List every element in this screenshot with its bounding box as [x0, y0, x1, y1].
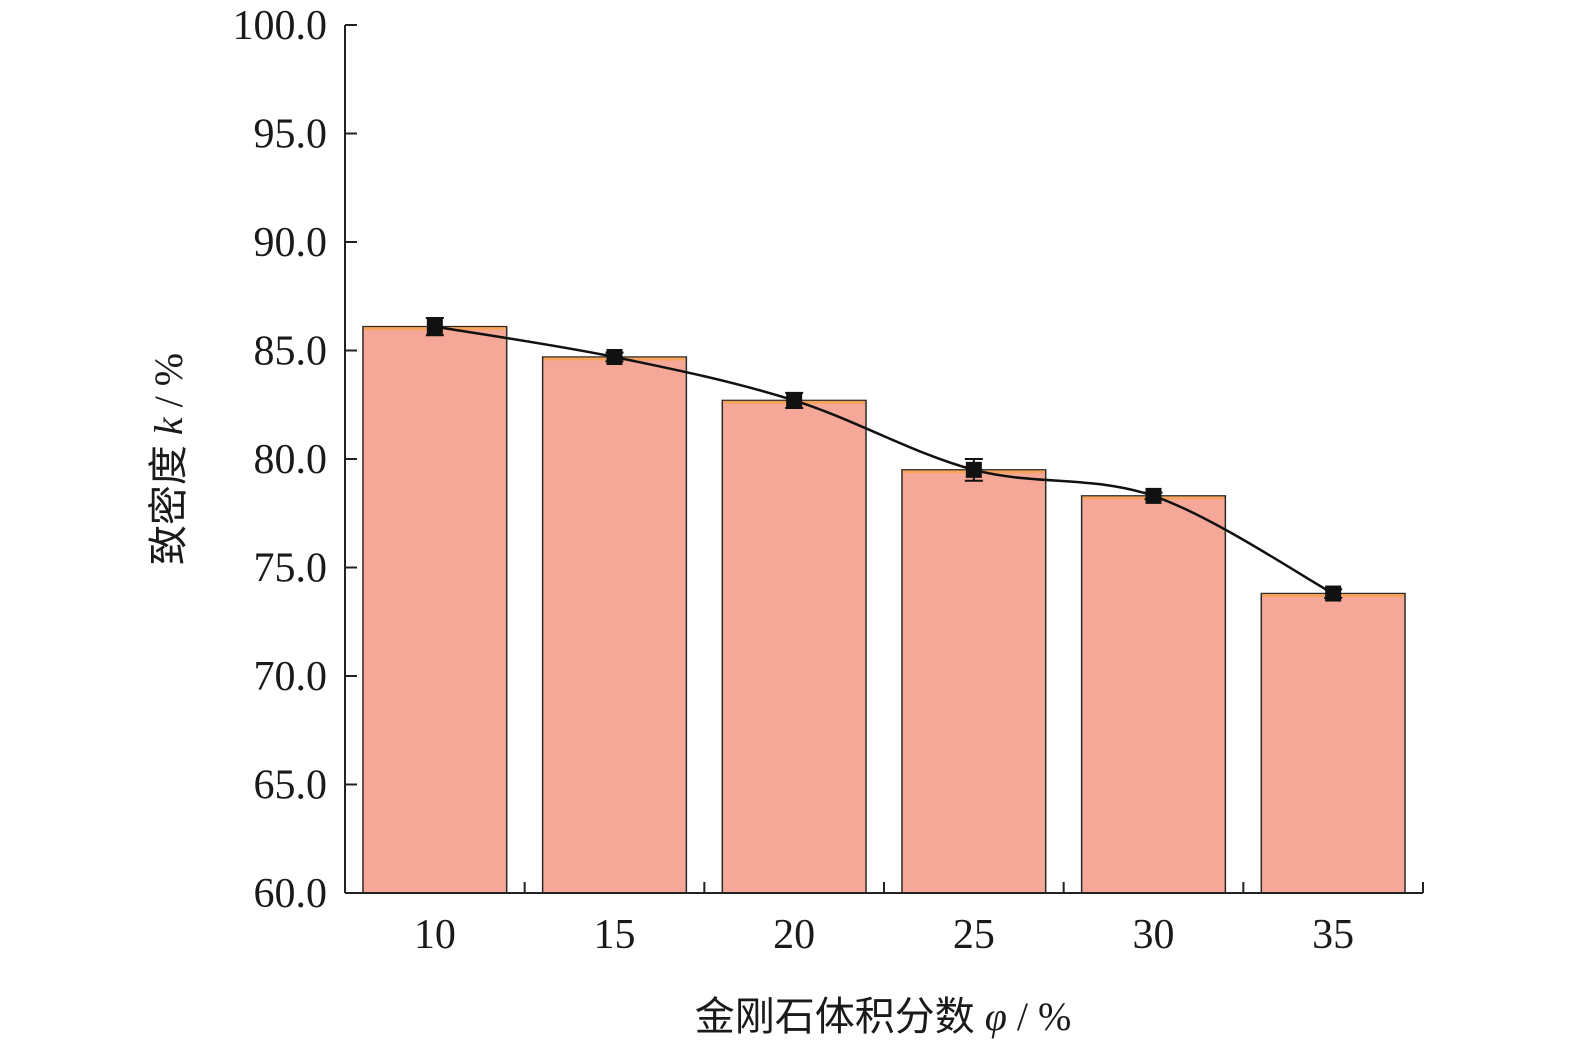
x-tick-label-30: 30 — [1133, 912, 1175, 958]
y-tick-label-65.0: 65.0 — [254, 763, 328, 809]
bar-10 — [362, 325, 508, 894]
y-tick-label-80.0: 80.0 — [254, 437, 328, 483]
x-tick-label-35: 35 — [1312, 912, 1354, 958]
bar-35 — [1260, 592, 1406, 894]
bar-25 — [901, 469, 1047, 894]
marker-10 — [426, 318, 443, 335]
x-tick-label-20: 20 — [773, 912, 815, 958]
trend-line-layer — [425, 316, 1343, 602]
bars-layer — [362, 325, 1406, 894]
bar-15 — [541, 356, 688, 894]
y-tick-label-85.0: 85.0 — [254, 329, 328, 375]
marker-25 — [965, 461, 982, 478]
bar-20 — [721, 399, 867, 894]
x-axis-title-suffix: / % — [1007, 994, 1071, 1039]
x-axis-title-symbol: φ — [985, 994, 1007, 1039]
y-tick-label-95.0: 95.0 — [254, 112, 328, 158]
axes-layer: 60.0 65.0 70.0 75.0 80.0 85.0 90.0 95.0 100.0 10 1… — [233, 3, 1424, 958]
x-tick-label-25: 25 — [953, 912, 995, 958]
x-axis-title-prefix: 金刚石体积分数 — [695, 994, 985, 1039]
marker-20 — [786, 392, 803, 409]
y-tick-label-75.0: 75.0 — [254, 546, 328, 592]
y-axis-title-prefix: 致密度 — [146, 435, 191, 565]
x-tick-label-15: 15 — [594, 912, 636, 958]
marker-35 — [1325, 585, 1342, 602]
y-tick-label-70.0: 70.0 — [254, 654, 328, 700]
x-tick-label-10: 10 — [414, 912, 456, 958]
marker-30 — [1145, 487, 1162, 504]
marker-15 — [606, 349, 623, 366]
y-tick-label-100.0: 100.0 — [233, 3, 328, 49]
y-axis-title-symbol: k — [146, 416, 191, 435]
y-axis-title-suffix: / % — [146, 353, 191, 417]
y-tick-label-60.0: 60.0 — [254, 871, 328, 917]
trend-line — [434, 325, 1334, 595]
y-tick-label-90.0: 90.0 — [254, 220, 328, 266]
x-axis-title: 金刚石体积分数 φ / % — [695, 994, 1072, 1039]
y-axis-title: 致密度 k / % — [146, 353, 191, 565]
bar-30 — [1080, 495, 1227, 894]
